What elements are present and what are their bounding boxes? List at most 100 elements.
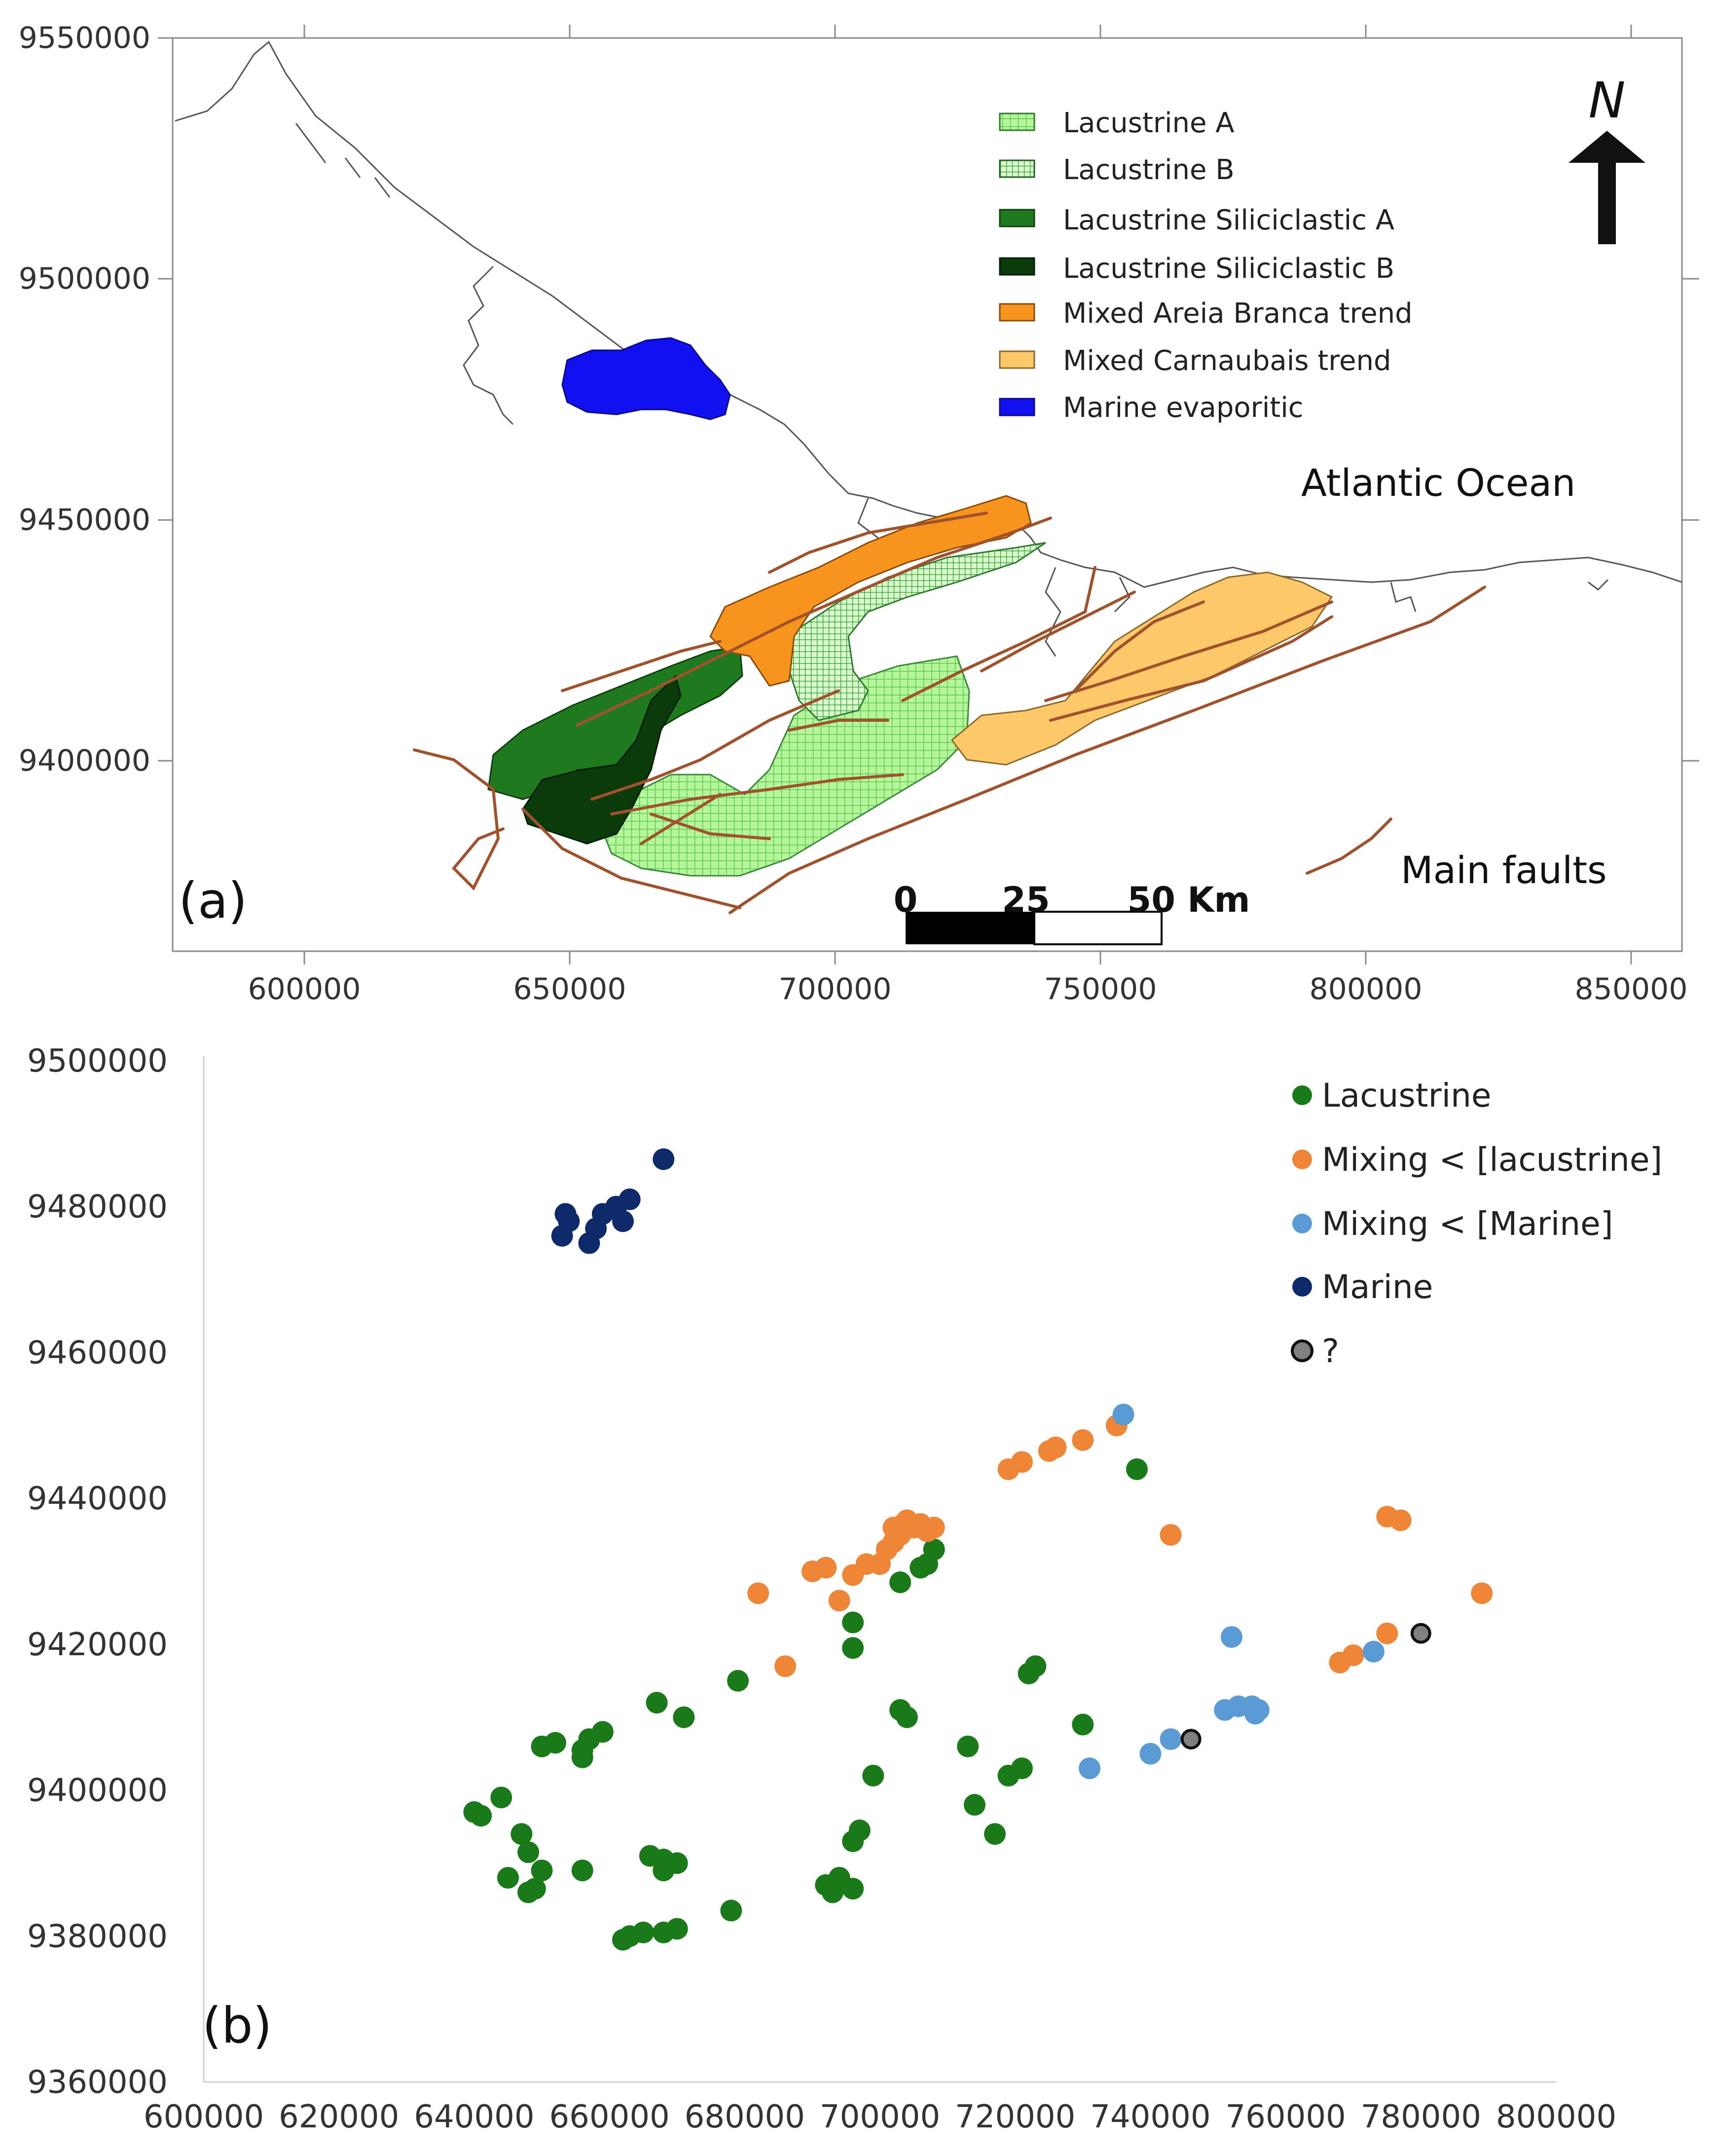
scatter-point-lacustrine — [842, 1637, 864, 1659]
scatter-point-lacustrine — [666, 1918, 688, 1940]
map-x-tick-label: 750000 — [1044, 972, 1157, 1006]
scatter-point-lacustrine — [646, 1692, 668, 1714]
legend-label-lacustrine-b: Lacustrine B — [1063, 154, 1235, 186]
scatter-point-marine — [558, 1210, 580, 1232]
map-x-axis-labels: 600000 650000 700000 750000 800000 85000… — [248, 972, 1687, 1006]
scatter-point-lacustrine — [511, 1823, 533, 1845]
map-y-tick-label: 9550000 — [19, 21, 150, 55]
scatter-point- — [1180, 1729, 1202, 1750]
x-tick-label: 740000 — [1090, 2099, 1210, 2135]
map-y-tick-label: 9450000 — [19, 503, 150, 537]
scatter-point-lacustrine — [984, 1823, 1006, 1845]
scatter-point-mixing-marine — [1247, 1699, 1270, 1721]
scatter-point-marine — [612, 1210, 634, 1232]
map-x-tick-label: 850000 — [1574, 972, 1687, 1006]
map-y-tick-label: 9400000 — [19, 743, 150, 778]
scatter-point-lacustrine — [957, 1735, 979, 1757]
scatter-legend: Lacustrine Mixing < [lacustrine] Mixing … — [1291, 1077, 1662, 1370]
legend-swatch-mixed-carnaubais — [999, 350, 1035, 369]
scatter-point-lacustrine — [889, 1571, 912, 1594]
x-tick-label: 640000 — [414, 2099, 534, 2135]
scatter-point-lacustrine — [531, 1859, 553, 1882]
legend-label-lacustrine-a: Lacustrine A — [1063, 107, 1235, 139]
y-tick-label: 9500000 — [27, 1043, 168, 1079]
scatter-point-lacustrine — [963, 1794, 985, 1816]
scatter-points — [463, 1148, 1493, 1951]
map-y-tick-label: 9500000 — [19, 261, 150, 296]
y-tick-label: 9460000 — [27, 1335, 168, 1371]
scatter-point-mixing-lacustrine — [923, 1517, 945, 1539]
scatter-point-mixing-lacustrine — [1342, 1644, 1364, 1667]
scale-tick-label: 50 Km — [1128, 880, 1250, 920]
scatter-point-lacustrine — [1072, 1713, 1094, 1736]
legend-label-unknown: ? — [1322, 1332, 1339, 1370]
scatter-point-mixing-lacustrine — [1072, 1429, 1094, 1451]
scale-tick-label: 0 — [894, 880, 918, 920]
scatter-point-mixing-lacustrine — [1160, 1524, 1182, 1546]
panel-a-label: (a) — [179, 872, 247, 929]
legend-label-lacustrine-siliciclastic-a: Lacustrine Siliciclastic A — [1063, 204, 1394, 236]
scatter-point-mixing-marine — [1079, 1757, 1101, 1780]
scatter-point-lacustrine — [653, 1859, 675, 1882]
scatter-point-mixing-lacustrine — [815, 1557, 837, 1579]
coastline — [175, 40, 1682, 588]
scale-tick-label: 25 — [1002, 880, 1050, 920]
lacustrine-a-polygon — [601, 655, 970, 877]
legend-marker-marine — [1292, 1277, 1312, 1297]
legend-swatch-lacustrine-siliciclastic-a — [999, 209, 1035, 227]
x-tick-label: 780000 — [1361, 2099, 1481, 2135]
mixed-areia-branca-polygon — [709, 495, 1032, 687]
map-frame — [172, 37, 1683, 952]
scatter-point-lacustrine — [632, 1921, 655, 1943]
scatter-point-mixing-lacustrine — [1045, 1436, 1067, 1458]
scatter-point-lacustrine — [612, 1929, 634, 1951]
x-tick-label: 800000 — [1496, 2099, 1616, 2135]
scatter-point- — [1410, 1623, 1431, 1644]
x-tick-label: 600000 — [144, 2099, 264, 2135]
scatter-point-mixing-lacustrine — [1376, 1622, 1398, 1644]
mixed-carnaubais-polygon — [950, 571, 1333, 766]
legend-label-lacustrine: Lacustrine — [1322, 1077, 1492, 1115]
scatter-point-mixing-marine — [1362, 1640, 1385, 1663]
x-tick-label: 720000 — [955, 2099, 1075, 2135]
x-tick-label: 760000 — [1225, 2099, 1346, 2135]
y-tick-label: 9400000 — [27, 1773, 168, 1809]
legend-marker-unknown — [1291, 1339, 1313, 1362]
scatter-point-mixing-lacustrine — [1389, 1509, 1412, 1531]
map-x-tick-label: 600000 — [248, 972, 361, 1006]
marine-evaporitic-polygon — [561, 337, 731, 420]
y-tick-label: 9360000 — [27, 2064, 168, 2101]
scatter-point-lacustrine — [591, 1721, 614, 1743]
scatter-point-lacustrine — [490, 1786, 512, 1809]
panel-b-scatter-chart: 9500000 9480000 9460000 9440000 9420000 94000… — [27, 1043, 1662, 2135]
legend-label-marine: Marine — [1322, 1268, 1433, 1306]
legend-marker-lacustrine — [1292, 1085, 1312, 1105]
map-x-tick-label: 650000 — [513, 972, 626, 1006]
scatter-point-lacustrine — [544, 1732, 566, 1754]
legend-swatch-lacustrine-b — [999, 159, 1035, 178]
map-legend: Lacustrine A Lacustrine B Lacustrine Sil… — [999, 107, 1413, 424]
scatter-point-lacustrine — [470, 1805, 492, 1827]
scatter-point-lacustrine — [1126, 1458, 1148, 1480]
scale-bar: 0 25 50 Km — [894, 880, 1250, 945]
legend-label-lacustrine-siliciclastic-b: Lacustrine Siliciclastic B — [1063, 253, 1394, 285]
map-x-tick-label: 800000 — [1309, 972, 1422, 1006]
scatter-point-mixing-marine — [1160, 1728, 1182, 1750]
scatter-point-mixing-marine — [1112, 1404, 1134, 1426]
legend-swatch-marine-evaporitic — [999, 398, 1035, 416]
north-label: N — [1589, 72, 1626, 129]
scatter-point-lacustrine — [910, 1557, 932, 1579]
legend-label-marine-evaporitic: Marine evaporitic — [1063, 392, 1304, 424]
legend-label-mixed-carnaubais: Mixed Carnaubais trend — [1063, 345, 1391, 377]
legend-label-mixed-areia-branca: Mixed Areia Branca trend — [1063, 297, 1413, 330]
scatter-point-lacustrine — [862, 1765, 884, 1786]
main-faults — [413, 512, 1486, 914]
legend-label-mixing-marine: Mixing < [Marine] — [1322, 1205, 1613, 1243]
scatter-point-lacustrine — [896, 1706, 918, 1728]
scatter-point-lacustrine — [517, 1841, 540, 1863]
scatter-point-lacustrine — [822, 1881, 844, 1903]
scatter-point-mixing-lacustrine — [774, 1655, 797, 1677]
scatter-point-marine — [653, 1148, 675, 1170]
y-tick-label: 9380000 — [27, 1918, 168, 1955]
legend-swatch-mixed-areia-branca — [999, 303, 1035, 322]
